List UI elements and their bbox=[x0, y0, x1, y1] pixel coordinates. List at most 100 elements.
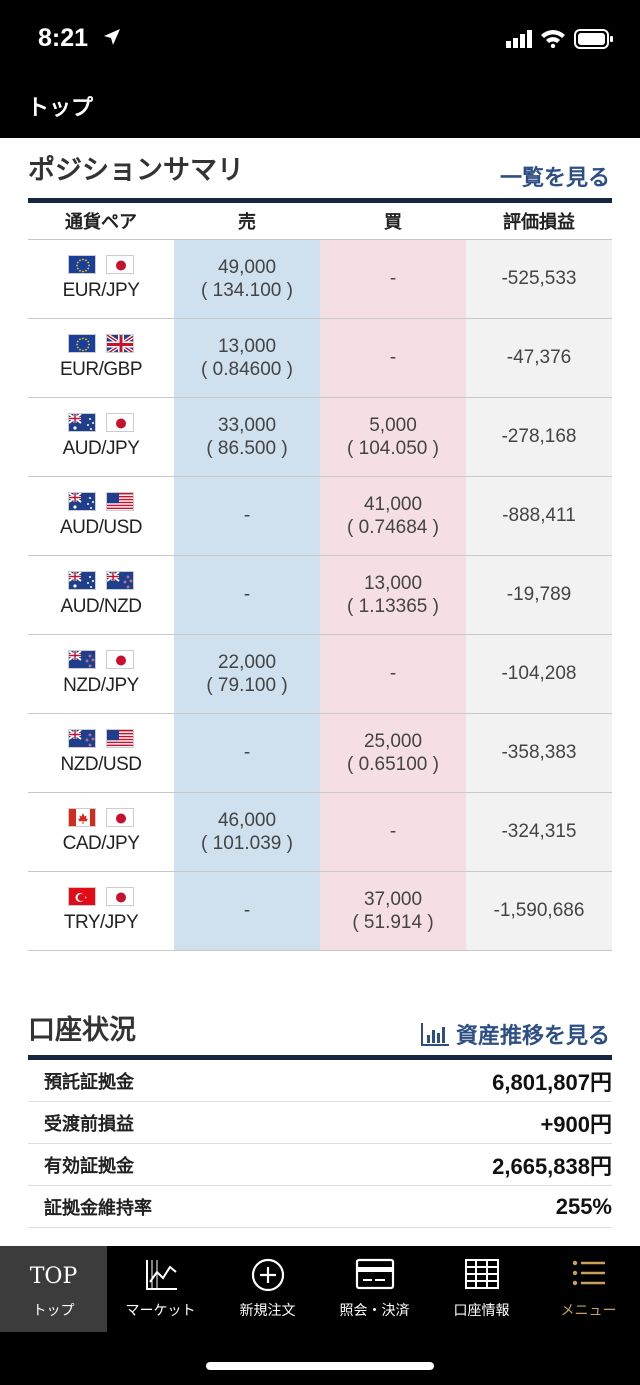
tab-top[interactable]: TOP トップ bbox=[0, 1246, 107, 1332]
flag-pair bbox=[28, 492, 174, 511]
header-sell: 売 bbox=[174, 203, 320, 240]
sell-rate: ( 134.100 ) bbox=[201, 279, 293, 301]
sell-cell: 49,000( 134.100 ) bbox=[174, 239, 320, 319]
account-label: 有効証拠金 bbox=[44, 1155, 134, 1177]
sell-amount: 46,000 bbox=[217, 809, 277, 831]
top-text-icon: TOP bbox=[29, 1264, 78, 1289]
table-row[interactable]: EUR/JPY 49,000( 134.100 ) - -525,533 bbox=[28, 239, 612, 319]
sell-rate: ( 0.84600 ) bbox=[201, 358, 293, 380]
tab-menu[interactable]: メニュー bbox=[535, 1246, 640, 1332]
bar-chart-icon bbox=[420, 1023, 449, 1046]
profit-loss-cell: -358,383 bbox=[466, 713, 612, 793]
buy-rate: ( 51.914 ) bbox=[352, 911, 434, 933]
view-list-link[interactable]: 一覧を見る bbox=[499, 166, 610, 191]
buy-amount: - bbox=[389, 268, 397, 289]
australia-flag-icon bbox=[68, 413, 96, 432]
plus-circle-icon bbox=[251, 1258, 284, 1292]
japan-flag-icon bbox=[106, 255, 134, 274]
account-label: 預託証拠金 bbox=[44, 1071, 134, 1093]
eu-flag-icon bbox=[68, 255, 96, 274]
grid-icon bbox=[464, 1259, 499, 1289]
tab-label: メニュー bbox=[560, 1303, 617, 1319]
new-zealand-flag-icon bbox=[106, 571, 134, 590]
tab-bar: TOP トップ マーケット 新規注文 照会・決済 口座情報 メニュー bbox=[0, 1246, 640, 1385]
sell-rate: ( 86.500 ) bbox=[206, 437, 288, 459]
sell-amount: - bbox=[243, 505, 251, 526]
header-pl: 評価損益 bbox=[466, 203, 612, 240]
table-row[interactable]: AUD/USD -41,000( 0.74684 ) -888,411 bbox=[28, 476, 612, 556]
table-row[interactable]: AUD/NZD -13,000( 1.13365 ) -19,789 bbox=[28, 555, 612, 635]
currency-pair: AUD/JPY bbox=[62, 438, 140, 459]
buy-rate: ( 0.65100 ) bbox=[347, 753, 439, 775]
section-divider bbox=[28, 198, 612, 203]
sell-cell: - bbox=[174, 555, 320, 635]
table-row[interactable]: NZD/USD - 25,000( 0.65100 ) -358,383 bbox=[28, 713, 612, 793]
table-row[interactable]: TRY/JPY -37,000( 51.914 ) -1,590,686 bbox=[28, 871, 612, 951]
status-time: 8:21 bbox=[38, 24, 89, 52]
sell-cell: - bbox=[174, 713, 320, 793]
tab-label: 口座情報 bbox=[453, 1303, 510, 1319]
sell-rate: ( 79.100 ) bbox=[206, 674, 288, 696]
position-table: 通貨ペア 売 買 評価損益 EUR/JPY 49,000( 134.100 ) - -… bbox=[28, 203, 612, 951]
sell-cell: 13,000( 0.84600 ) bbox=[174, 318, 320, 398]
table-row[interactable]: AUD/JPY 33,000( 86.500 ) 5,000( 104.050 ) -… bbox=[28, 397, 612, 477]
eu-flag-icon bbox=[68, 334, 96, 353]
chart-icon bbox=[145, 1260, 177, 1290]
table-row[interactable]: CAD/JPY 46,000( 101.039 ) - -324,315 bbox=[28, 792, 612, 872]
location-arrow-icon bbox=[104, 29, 120, 45]
asset-history-link[interactable]: 資産推移を見る bbox=[420, 1018, 610, 1050]
currency-pair: CAD/JPY bbox=[62, 833, 140, 854]
table-header-row: 通貨ペア 売 買 評価損益 bbox=[28, 203, 612, 240]
account-row: 受渡前損益 +900円 bbox=[28, 1102, 612, 1144]
menu-icon bbox=[572, 1260, 605, 1286]
japan-flag-icon bbox=[106, 413, 134, 432]
sell-amount: 33,000 bbox=[217, 414, 277, 436]
sell-cell: - bbox=[174, 476, 320, 556]
buy-cell: 41,000( 0.74684 ) bbox=[320, 476, 466, 556]
tab-label: 新規注文 bbox=[239, 1303, 296, 1319]
profit-loss-cell: -525,533 bbox=[466, 239, 612, 319]
wifi-icon bbox=[541, 30, 565, 48]
currency-pair: EUR/GBP bbox=[59, 359, 143, 380]
profit-loss-cell: -1,590,686 bbox=[466, 871, 612, 951]
tab-new-order[interactable]: 新規注文 bbox=[214, 1246, 321, 1332]
sell-amount: - bbox=[243, 900, 251, 921]
buy-cell: - bbox=[320, 634, 466, 714]
buy-amount: 5,000 bbox=[369, 414, 417, 436]
sell-cell: 33,000( 86.500 ) bbox=[174, 397, 320, 477]
currency-pair: NZD/JPY bbox=[63, 675, 139, 696]
tab-inquiry-settlement[interactable]: 照会・決済 bbox=[321, 1246, 428, 1332]
account-status-list: 預託証拠金 6,801,807円 受渡前損益 +900円 有効証拠金 2,665,83… bbox=[28, 1060, 612, 1228]
position-summary-title: ポジションサマリ bbox=[28, 155, 244, 186]
buy-cell: 25,000( 0.65100 ) bbox=[320, 713, 466, 793]
account-value: 255% bbox=[555, 1193, 612, 1219]
home-indicator[interactable] bbox=[206, 1362, 434, 1370]
uk-flag-icon bbox=[106, 334, 134, 353]
pair-cell: EUR/JPY bbox=[28, 239, 174, 319]
profit-loss-cell: -324,315 bbox=[466, 792, 612, 872]
account-row: 有効証拠金 2,665,838円 bbox=[28, 1144, 612, 1186]
buy-amount: 13,000 bbox=[363, 572, 423, 594]
japan-flag-icon bbox=[106, 808, 134, 827]
pair-cell: AUD/JPY bbox=[28, 397, 174, 477]
sell-amount: - bbox=[243, 742, 251, 763]
tab-market[interactable]: マーケット bbox=[107, 1246, 214, 1332]
new-zealand-flag-icon bbox=[68, 650, 96, 669]
buy-cell: 13,000( 1.13365 ) bbox=[320, 555, 466, 635]
table-row[interactable]: NZD/JPY 22,000( 79.100 ) - -104,208 bbox=[28, 634, 612, 714]
table-row[interactable]: EUR/GBP 13,000( 0.84600 ) - -47,376 bbox=[28, 318, 612, 398]
tab-account-info[interactable]: 口座情報 bbox=[428, 1246, 535, 1332]
us-flag-icon bbox=[106, 729, 134, 748]
card-icon bbox=[355, 1258, 394, 1290]
page-title: トップ bbox=[27, 96, 94, 121]
sell-rate: ( 101.039 ) bbox=[201, 832, 293, 854]
header-buy: 買 bbox=[320, 203, 466, 240]
pair-cell: CAD/JPY bbox=[28, 792, 174, 872]
profit-loss-cell: -19,789 bbox=[466, 555, 612, 635]
signal-icon bbox=[506, 30, 532, 48]
pair-cell: TRY/JPY bbox=[28, 871, 174, 951]
section-divider bbox=[28, 1055, 612, 1060]
buy-cell: - bbox=[320, 318, 466, 398]
currency-pair: NZD/USD bbox=[60, 754, 142, 775]
sell-amount: 22,000 bbox=[217, 651, 277, 673]
